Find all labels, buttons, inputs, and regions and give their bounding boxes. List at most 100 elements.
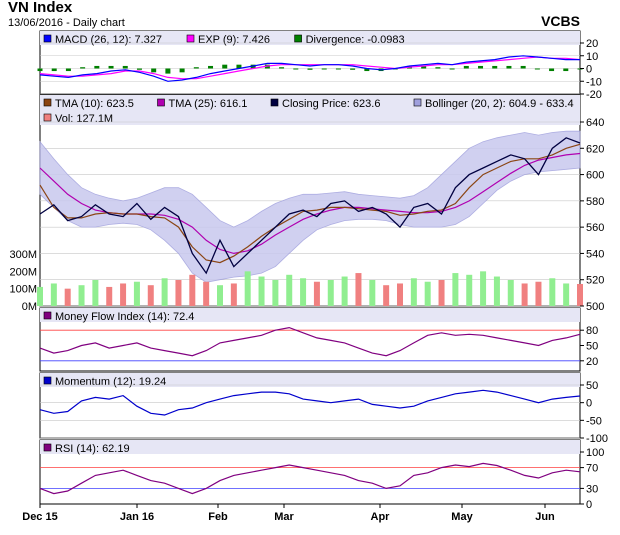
divergence-bar-33 — [506, 65, 512, 69]
divergence-bar-27 — [421, 65, 427, 69]
volume-bar-25 — [383, 285, 390, 306]
price-legend-label-4: Vol: 127.1M — [55, 113, 113, 125]
mfi-legend-swatch-0 — [43, 311, 52, 320]
rsi-ytick-1: 70 — [586, 463, 598, 475]
divergence-bar-4 — [94, 65, 100, 69]
volume-bar-26 — [397, 283, 403, 306]
divergence-bar-22 — [350, 68, 356, 70]
momentum-ytick-1: 0 — [586, 398, 592, 410]
rsi-ytick-0: 100 — [586, 447, 604, 459]
volume-bar-10 — [175, 280, 182, 306]
volume-ytick-1: 200M — [9, 266, 37, 278]
volume-bar-28 — [424, 281, 431, 306]
x-tick-4: Apr — [371, 511, 391, 523]
macd-panel-legend-bg — [40, 31, 580, 45]
price-ytick-0: 640 — [586, 117, 604, 129]
macd-legend-swatch-1 — [186, 34, 195, 43]
rsi-legend-swatch-0 — [43, 443, 52, 452]
momentum-ytick-3: -100 — [586, 433, 608, 445]
mfi-ytick-0: 80 — [586, 325, 598, 337]
momentum-legend-swatch-0 — [43, 376, 52, 385]
divergence-bar-37 — [563, 68, 569, 72]
momentum-ytick-2: -50 — [586, 415, 602, 427]
divergence-bar-18 — [293, 68, 299, 70]
volume-bar-32 — [480, 271, 487, 306]
macd-legend-swatch-2 — [294, 34, 302, 43]
momentum-ytick-0: 50 — [586, 380, 598, 392]
momentum-line — [39, 389, 581, 416]
price-legend-swatch-2 — [270, 98, 279, 107]
momentum-legend-label-0: Momentum (12): 19.24 — [55, 376, 166, 388]
divergence-bar-19 — [307, 68, 313, 70]
volume-bar-36 — [535, 281, 542, 306]
volume-bar-27 — [410, 278, 417, 306]
divergence-bar-9 — [165, 68, 171, 74]
volume-bar-31 — [466, 274, 473, 306]
divergence-bar-23 — [364, 68, 370, 72]
x-tick-5: May — [451, 511, 473, 523]
price-legend-label-3: Bollinger (20, 2): 604.9 - 633.4 — [425, 98, 574, 110]
divergence-bar-21 — [335, 68, 341, 70]
volume-bar-4 — [92, 280, 99, 306]
divergence-bar-34 — [520, 65, 526, 69]
volume-bar-22 — [341, 276, 348, 306]
momentum-panel-legend-bg — [40, 373, 580, 387]
price-legend-swatch-1 — [157, 98, 165, 107]
volume-bar-15 — [244, 271, 251, 306]
price-ytick-1: 620 — [586, 143, 604, 155]
chart-source: VCBS — [541, 13, 580, 29]
price-legend-label-1: TMA (25): 616.1 — [169, 98, 248, 110]
macd-legend-label-1: EXP (9): 7.426 — [198, 34, 270, 46]
divergence-bar-10 — [179, 68, 185, 73]
price-ytick-4: 560 — [586, 222, 604, 234]
rsi-panel-legend-bg — [40, 440, 580, 454]
price-ytick-6: 520 — [586, 275, 604, 287]
volume-bar-16 — [258, 276, 265, 306]
volume-bar-34 — [507, 280, 514, 306]
volume-bar-6 — [120, 283, 127, 306]
divergence-bar-8 — [151, 68, 157, 73]
rsi-ytick-3: 0 — [586, 499, 592, 511]
divergence-bar-3 — [80, 67, 86, 69]
price-legend-label-0: TMA (10): 623.5 — [55, 98, 134, 110]
x-tick-1: Jan 16 — [120, 511, 154, 523]
volume-bar-3 — [78, 285, 85, 306]
macd-line — [39, 55, 580, 82]
divergence-bar-20 — [321, 68, 327, 70]
divergence-bar-2 — [65, 68, 71, 72]
x-tick-6: Jun — [535, 511, 555, 523]
divergence-bar-28 — [435, 67, 441, 69]
price-ytick-2: 600 — [586, 170, 604, 182]
volume-bar-20 — [313, 281, 320, 306]
divergence-bar-0 — [37, 68, 43, 72]
chart-title: VN Index — [8, 0, 73, 16]
tma10-line — [39, 143, 581, 264]
volume-bar-30 — [452, 273, 459, 306]
volume-bar-14 — [230, 283, 237, 306]
divergence-bar-13 — [222, 64, 228, 69]
volume-bar-7 — [133, 281, 140, 306]
divergence-bar-1 — [51, 68, 57, 72]
chart-subtitle: 13/06/2016 - Daily chart — [8, 17, 125, 29]
price-ytick-3: 580 — [586, 196, 604, 208]
price-ytick-7: 500 — [586, 301, 604, 313]
volume-bar-39 — [577, 283, 583, 306]
closing-price-line — [39, 137, 581, 275]
volume-bar-5 — [106, 286, 113, 306]
volume-bar-19 — [300, 278, 307, 306]
volume-bar-38 — [563, 283, 570, 306]
macd-legend-label-2: Divergence: -0.0983 — [306, 34, 405, 46]
volume-bar-8 — [147, 285, 154, 306]
divergence-bar-31 — [478, 65, 484, 69]
volume-bar-21 — [327, 280, 334, 306]
bollinger-band — [39, 130, 581, 283]
divergence-bar-11 — [193, 67, 199, 69]
volume-bar-18 — [286, 274, 293, 306]
mfi-line — [39, 326, 581, 357]
divergence-bar-32 — [492, 65, 498, 69]
macd-ytick-3: -10 — [586, 76, 602, 88]
volume-bar-17 — [272, 280, 279, 306]
divergence-bar-35 — [534, 68, 540, 70]
macd-ytick-0: 20 — [586, 38, 598, 50]
